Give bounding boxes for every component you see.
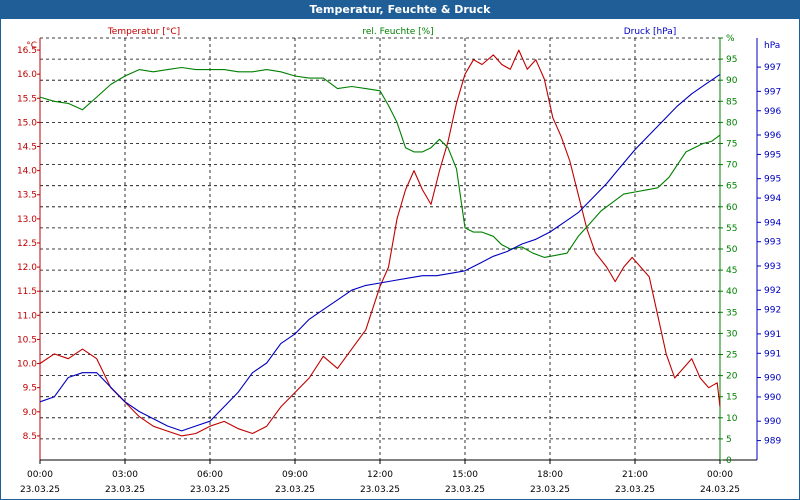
temperature-tick-label: 10.5 <box>17 335 37 345</box>
humidity-tick-label: 75 <box>726 140 737 150</box>
x-tick-time-label: 12:00 <box>367 470 393 480</box>
temperature-tick-label: 12.5 <box>17 239 37 249</box>
temperature-tick-label: 13.0 <box>17 215 37 225</box>
x-tick-date-label: 23.03.25 <box>190 485 230 495</box>
pressure-unit-label: hPa <box>764 41 780 51</box>
temperature-tick-label: 14.0 <box>17 167 37 177</box>
temperature-tick-label: 11.5 <box>17 287 37 297</box>
pressure-tick-label: 991 <box>764 330 781 340</box>
pressure-tick-label: 992 <box>764 286 781 296</box>
humidity-tick-label: 90 <box>726 76 738 86</box>
x-tick-time-label: 00:00 <box>27 470 53 480</box>
x-tick-time-label: 18:00 <box>537 470 563 480</box>
temperature-tick-label: 15.0 <box>17 118 37 128</box>
pressure-tick-label: 990 <box>764 417 781 427</box>
humidity-tick-label: 30 <box>726 329 738 339</box>
pressure-tick-label: 997 <box>764 63 781 73</box>
humidity-tick-label: 15 <box>726 393 737 403</box>
pressure-tick-label: 990 <box>764 374 781 384</box>
x-tick-date-label: 23.03.25 <box>275 485 315 495</box>
temperature-tick-label: 11.0 <box>17 311 37 321</box>
x-tick-date-label: 23.03.25 <box>530 485 570 495</box>
x-tick-time-label: 21:00 <box>622 470 648 480</box>
humidity-tick-label: 65 <box>726 182 737 192</box>
pressure-axis-title: Druck [hPa] <box>624 27 677 37</box>
temperature-tick-label: 13.5 <box>17 191 37 201</box>
humidity-tick-label: 95 <box>726 55 737 65</box>
humidity-tick-label: 20 <box>726 372 738 382</box>
x-tick-date-label: 24.03.25 <box>700 485 740 495</box>
pressure-tick-label: 993 <box>764 262 781 272</box>
humidity-axis-title: rel. Feuchte [%] <box>362 27 433 37</box>
humidity-tick-label: 60 <box>726 203 738 213</box>
pressure-tick-label: 992 <box>764 306 781 316</box>
humidity-tick-label: 0 <box>726 456 732 466</box>
temperature-unit-label: °C <box>26 41 37 51</box>
pressure-tick-label: 994 <box>764 218 781 228</box>
humidity-tick-label: 50 <box>726 245 738 255</box>
temperature-axis-title: Temperatur [°C] <box>107 27 180 37</box>
temperature-tick-label: 16.5 <box>17 46 37 56</box>
x-tick-date-label: 23.03.25 <box>105 485 145 495</box>
humidity-tick-label: 10 <box>726 414 738 424</box>
humidity-tick-label: 25 <box>726 351 737 361</box>
x-tick-time-label: 06:00 <box>197 470 223 480</box>
humidity-tick-label: 45 <box>726 266 737 276</box>
humidity-tick-label: 80 <box>726 118 738 128</box>
humidity-tick-label: 70 <box>726 161 738 171</box>
temperature-tick-label: 14.5 <box>17 143 37 153</box>
temperature-tick-label: 12.0 <box>17 263 37 273</box>
humidity-series-line <box>39 66 721 258</box>
temperature-tick-label: 10.0 <box>17 360 37 370</box>
temperature-tick-label: 9.0 <box>23 408 38 418</box>
x-tick-time-label: 09:00 <box>282 470 308 480</box>
pressure-tick-label: 994 <box>764 194 781 204</box>
x-tick-date-label: 23.03.25 <box>20 485 60 495</box>
pressure-tick-label: 995 <box>764 150 781 160</box>
humidity-tick-label: 40 <box>726 287 738 297</box>
x-tick-date-label: 23.03.25 <box>360 485 400 495</box>
x-tick-date-label: 23.03.25 <box>615 485 655 495</box>
temperature-series-line <box>39 49 721 437</box>
pressure-series-line <box>39 73 721 432</box>
temperature-tick-label: 16.0 <box>17 70 37 80</box>
pressure-tick-label: 996 <box>764 131 781 141</box>
window-title: Temperatur, Feuchte & Druck <box>1 1 799 19</box>
x-tick-time-label: 00:00 <box>707 470 733 480</box>
humidity-tick-label: 55 <box>726 224 737 234</box>
temperature-tick-label: 8.5 <box>23 432 37 442</box>
pressure-tick-label: 989 <box>764 437 781 447</box>
pressure-tick-label: 993 <box>764 238 781 248</box>
pressure-tick-label: 996 <box>764 107 781 117</box>
pressure-tick-label: 995 <box>764 175 781 185</box>
pressure-tick-label: 991 <box>764 349 781 359</box>
humidity-tick-label: % <box>726 34 735 44</box>
temperature-tick-label: 9.5 <box>23 384 37 394</box>
humidity-tick-label: 5 <box>726 435 732 445</box>
humidity-tick-label: 85 <box>726 97 737 107</box>
x-tick-time-label: 15:00 <box>452 470 478 480</box>
pressure-tick-label: 997 <box>764 87 781 97</box>
x-tick-time-label: 03:00 <box>112 470 138 480</box>
pressure-tick-label: 990 <box>764 393 781 403</box>
temperature-tick-label: 15.5 <box>17 94 37 104</box>
x-tick-date-label: 23.03.25 <box>445 485 485 495</box>
humidity-tick-label: 35 <box>726 308 737 318</box>
